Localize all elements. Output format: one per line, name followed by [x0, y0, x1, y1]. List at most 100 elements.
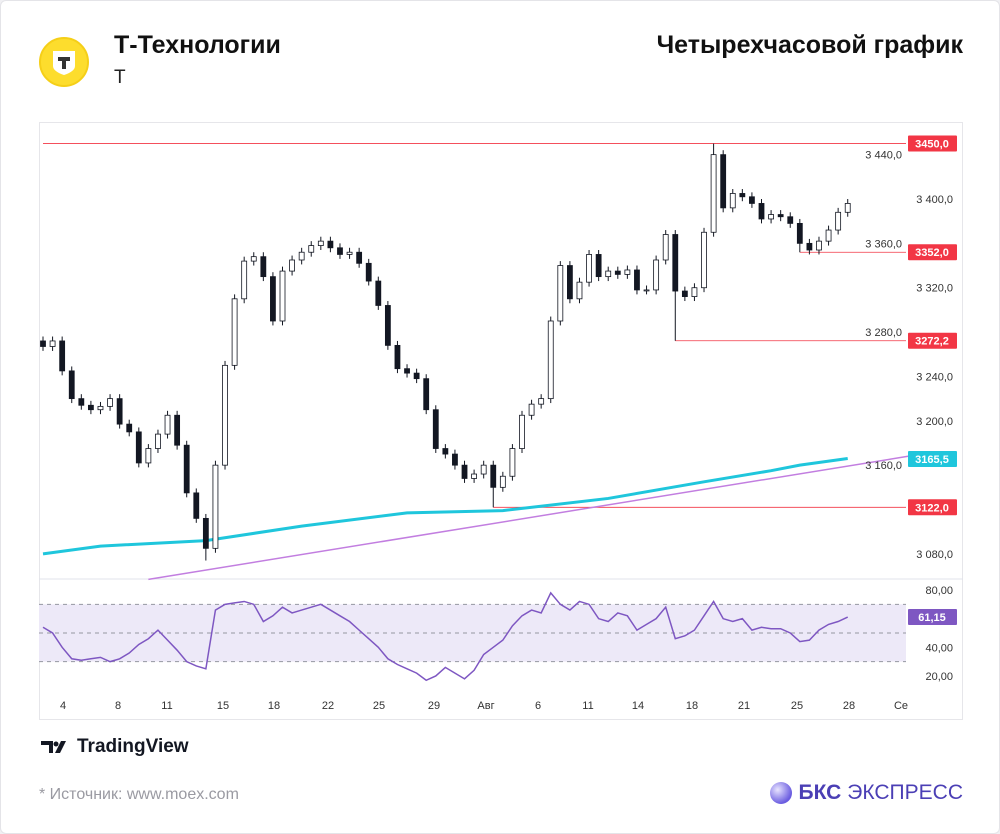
- candle: [107, 398, 113, 407]
- x-tick-label: 18: [686, 700, 698, 712]
- candle: [384, 305, 391, 346]
- candle: [777, 214, 784, 218]
- candle: [97, 405, 104, 411]
- bks-ball-icon: [770, 782, 793, 804]
- candle: [471, 473, 478, 479]
- bks-logo: БКС ЭКСПРЕСС: [770, 781, 963, 805]
- candle: [365, 262, 372, 282]
- x-tick-label: 8: [115, 700, 121, 712]
- candle: [586, 254, 592, 283]
- candle: [298, 251, 305, 261]
- moving-average-line: [42, 457, 848, 556]
- x-tick-label: Авг: [477, 700, 494, 712]
- tradingview-logo: TradingView: [41, 736, 189, 758]
- candle: [193, 492, 200, 519]
- price-tick-label: 3 440,0: [865, 150, 902, 162]
- rsi-value-label: 61,15: [918, 612, 946, 624]
- source-note: * Источник: www.moex.com: [39, 786, 239, 803]
- x-tick-label: Се: [894, 700, 908, 712]
- rsi-tick-label: 20,00: [925, 671, 953, 683]
- candle: [452, 453, 458, 466]
- candle: [720, 154, 727, 209]
- candle: [749, 196, 755, 204]
- price-tick-label: 3 160,0: [865, 460, 902, 472]
- candle: [356, 251, 363, 264]
- candle: [806, 242, 813, 251]
- level-label: 3352,0: [915, 247, 949, 259]
- candle: [164, 414, 171, 435]
- candle: [605, 270, 612, 278]
- candle: [729, 193, 736, 209]
- candle: [155, 433, 161, 449]
- level-label-bg: [908, 332, 957, 349]
- x-tick-label: 29: [428, 700, 440, 712]
- ma-label-bg: [908, 451, 957, 468]
- candle: [308, 245, 315, 253]
- ma-label: 3165,5: [915, 454, 949, 466]
- level-label-bg: [908, 499, 957, 516]
- candle: [183, 444, 190, 494]
- candle: [519, 414, 525, 449]
- candle: [538, 398, 545, 405]
- rsi-tick-label: 40,00: [925, 642, 953, 654]
- company-name: Т-Технологии: [114, 31, 281, 59]
- price-tick-label: 3 320,0: [916, 283, 953, 295]
- x-tick-label: 11: [161, 700, 172, 712]
- tradingview-icon: [41, 741, 66, 753]
- price-tick-label: 3 360,0: [865, 238, 902, 250]
- candle: [78, 398, 85, 406]
- candle: [844, 203, 851, 213]
- candle: [528, 403, 535, 416]
- price-tick-label: 3 240,0: [916, 371, 953, 383]
- price-tick-label: 3 200,0: [916, 416, 953, 428]
- candle: [614, 270, 621, 275]
- rsi-tick-label: 80,00: [925, 585, 953, 597]
- candle: [135, 431, 142, 464]
- candle: [126, 423, 133, 433]
- candle: [547, 320, 554, 400]
- candle: [279, 270, 286, 322]
- candle: [816, 240, 822, 251]
- candle: [289, 259, 295, 272]
- x-tick-label: 22: [322, 700, 334, 712]
- candle: [662, 234, 669, 261]
- candle: [49, 340, 56, 347]
- candle: [375, 280, 382, 306]
- tradingview-text: TradingView: [77, 736, 189, 757]
- brand-rest: ЭКСПРЕСС: [847, 781, 963, 804]
- candle: [835, 211, 842, 231]
- candle: [250, 256, 257, 262]
- x-tick-label: 11: [582, 700, 593, 712]
- x-tick-label: 14: [632, 700, 644, 712]
- trendline: [148, 455, 909, 581]
- candle: [624, 269, 631, 275]
- candle: [260, 256, 267, 278]
- candle: [796, 222, 803, 244]
- x-tick-label: 6: [535, 700, 541, 712]
- candle: [404, 368, 410, 374]
- candle: [432, 409, 439, 449]
- x-tick-label: 4: [60, 700, 66, 712]
- price-chart: 3 440,0 3 400,0 3 360,0 3 320,0 3 280,0 3 240…: [39, 122, 963, 720]
- candle: [327, 240, 334, 249]
- candle: [461, 464, 468, 479]
- candle: [68, 370, 75, 400]
- candle: [337, 247, 343, 255]
- x-tick-label: 21: [738, 700, 750, 712]
- candle: [145, 448, 152, 464]
- candle: [499, 475, 506, 488]
- candle: [509, 448, 516, 477]
- price-tick-label: 3 280,0: [865, 327, 902, 339]
- candle: [825, 229, 832, 242]
- candle: [174, 414, 181, 446]
- level-label: 3272,2: [915, 336, 949, 348]
- candle: [480, 464, 487, 475]
- candle: [241, 260, 248, 300]
- candle: [59, 340, 66, 372]
- candle: [317, 240, 324, 246]
- company-logo: [39, 37, 89, 87]
- candle: [212, 464, 219, 549]
- rsi-value-label-bg: [908, 609, 957, 626]
- candle: [710, 154, 717, 233]
- level-label: 3122,0: [915, 502, 949, 514]
